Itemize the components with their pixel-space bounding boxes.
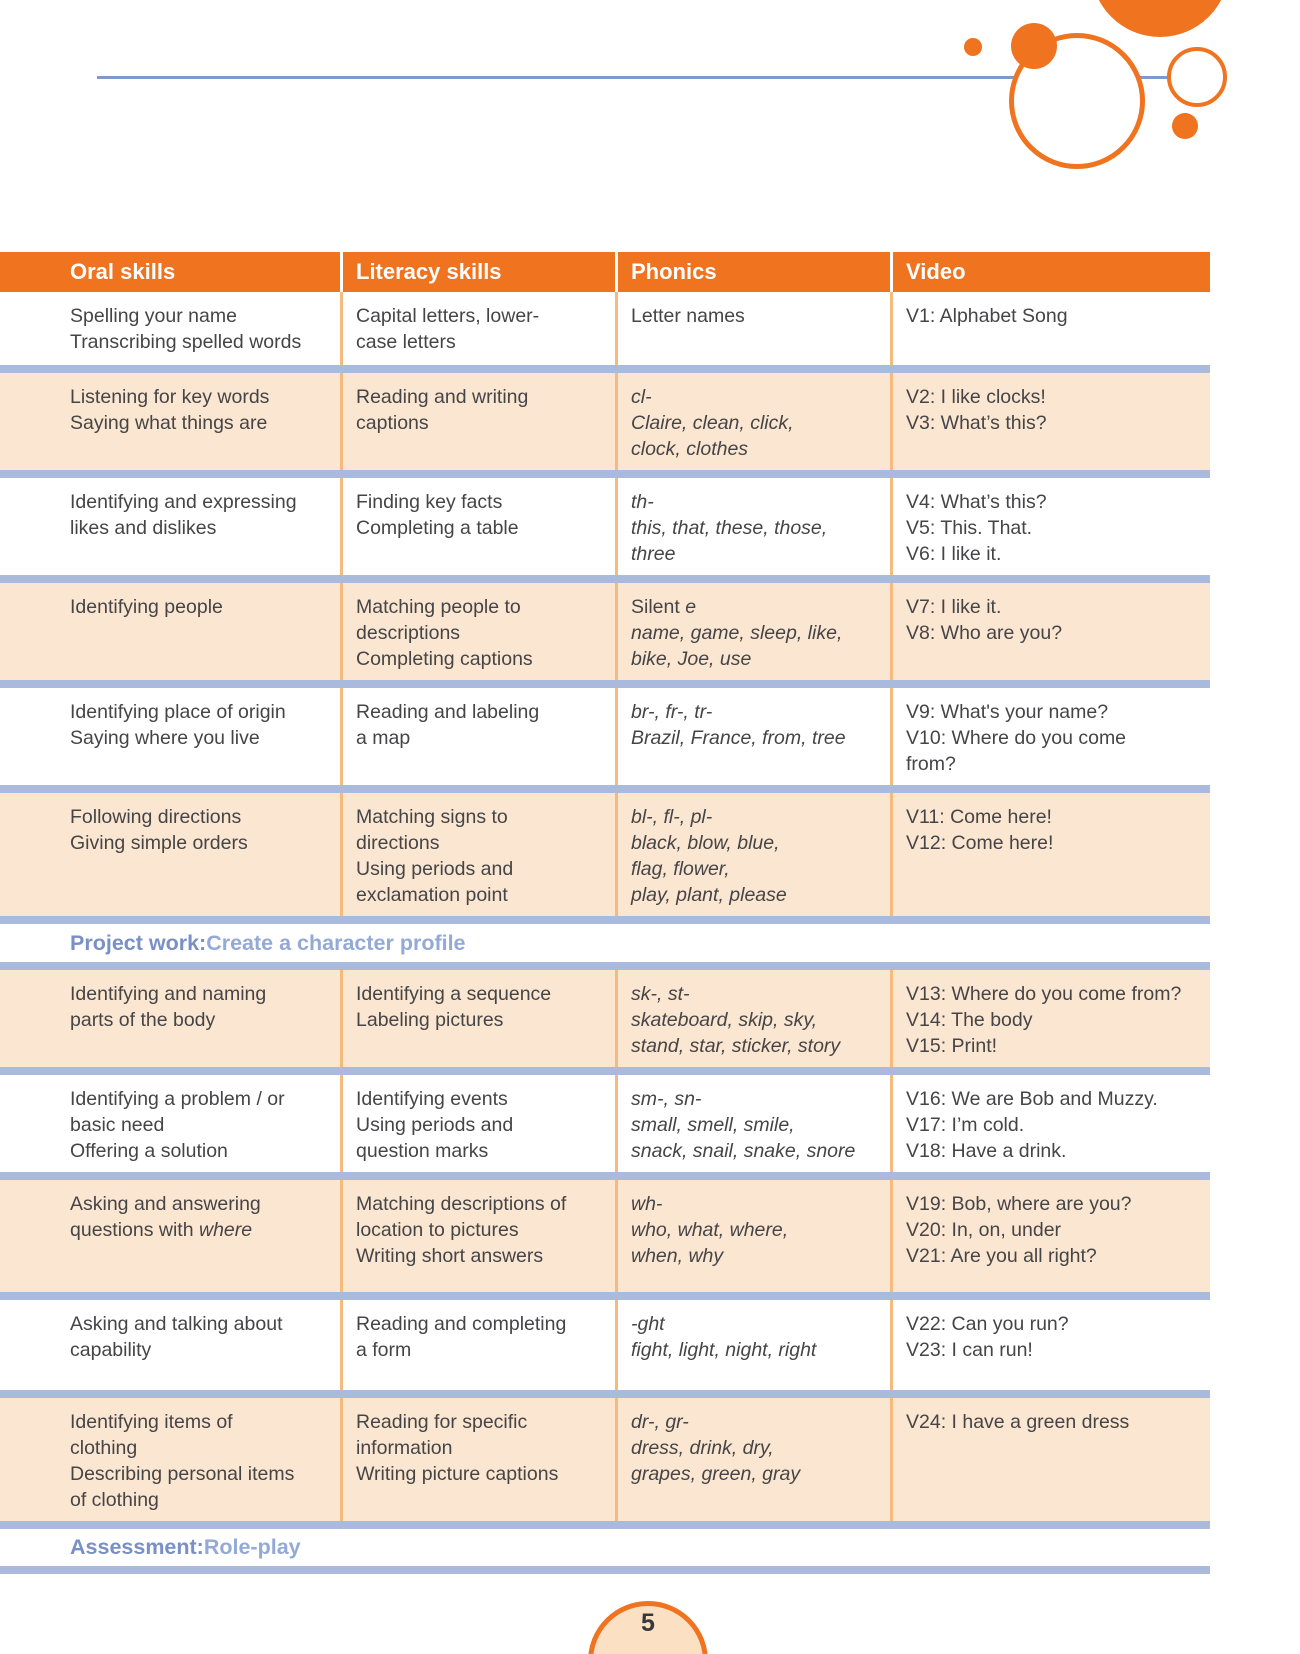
video-cell: V24: I have a green dress — [890, 1398, 1210, 1521]
assessment-band: Assessment: Role-play — [0, 1529, 1210, 1566]
oral-skills-cell: Asking and talking about capability — [70, 1313, 283, 1361]
literacy-skills-cell: Finding key facts Completing a table — [340, 478, 615, 575]
literacy-skills-cell: Reading and writing captions — [340, 373, 615, 470]
row-divider-bar — [0, 1566, 1210, 1574]
phonics-letter: e — [685, 596, 697, 618]
phonics-cell: dr-, gr- dress, drink, dry, grapes, gree… — [615, 1398, 890, 1521]
row-divider-bar — [0, 1521, 1210, 1529]
literacy-skills-cell: Reading and labeling a map — [340, 688, 615, 785]
project-work-band: Project work: Create a character profile — [0, 924, 1210, 962]
assessment-label: Assessment: — [70, 1535, 204, 1559]
literacy-skills-cell: Identifying a sequence Labeling pictures — [340, 970, 615, 1067]
table-row: Identifying people Matching people to de… — [0, 583, 1210, 680]
video-cell: V13: Where do you come from? V14: The bo… — [890, 970, 1210, 1067]
decorative-ring-small-icon — [1167, 47, 1227, 107]
oral-skills-cell: Identifying items of clothing Describing… — [70, 1411, 295, 1511]
literacy-skills-cell: Matching people to descriptions Completi… — [340, 583, 615, 680]
video-cell: V19: Bob, where are you? V20: In, on, un… — [890, 1180, 1210, 1292]
assessment-text: Role-play — [203, 1535, 301, 1559]
literacy-skills-cell: Identifying events Using periods and que… — [340, 1075, 615, 1172]
oral-skills-cell: Listening for key words Saying what thin… — [70, 386, 270, 434]
phonics-cell: cl- Claire, clean, click, clock, clothes — [615, 373, 890, 470]
oral-skills-cell: Asking and answering questions with wher… — [0, 1180, 340, 1292]
row-divider-bar — [0, 1292, 1210, 1300]
video-cell: V7: I like it. V8: Who are you? — [890, 583, 1210, 680]
table-row: Identifying and expressing likes and dis… — [0, 478, 1210, 575]
phonics-label: Silent — [631, 596, 686, 618]
phonics-cell: -ght fight, light, night, right — [615, 1300, 890, 1390]
header-literacy-skills: Literacy skills — [340, 252, 615, 292]
table-row: Spelling your name Transcribing spelled … — [0, 292, 1210, 365]
oral-skills-cell: Spelling your name Transcribing spelled … — [70, 305, 302, 353]
row-divider-bar — [0, 575, 1210, 583]
literacy-skills-cell: Reading for specific information Writing… — [340, 1398, 615, 1521]
video-cell: V4: What’s this? V5: This. That. V6: I l… — [890, 478, 1210, 575]
table-row: Identifying a problem / or basic need Of… — [0, 1075, 1210, 1172]
page-number-circle: 5 — [588, 1601, 708, 1654]
phonics-cell: Silent e name, game, sleep, like, bike, J… — [615, 583, 890, 680]
phonics-words: name, game, sleep, like, bike, Joe, use — [631, 622, 843, 670]
table-row: Identifying items of clothing Describing… — [0, 1398, 1210, 1521]
oral-italic-word: where — [199, 1219, 253, 1241]
table-row: Identifying place of origin Saying where… — [0, 688, 1210, 785]
row-divider-bar — [0, 1067, 1210, 1075]
table-row: Following directions Giving simple order… — [0, 793, 1210, 916]
row-divider-bar — [0, 470, 1210, 478]
decorative-dot-medium-icon — [1011, 23, 1057, 69]
row-divider-bar — [0, 680, 1210, 688]
row-divider-bar — [0, 785, 1210, 793]
top-rule-line — [97, 76, 1200, 79]
header-video: Video — [890, 252, 1210, 292]
row-divider-bar — [0, 1390, 1210, 1398]
decorative-dot-lower-icon — [1172, 113, 1198, 139]
video-cell: V1: Alphabet Song — [890, 292, 1210, 365]
phonics-cell: sm-, sn- small, smell, smile, snack, sna… — [615, 1075, 890, 1172]
video-cell: V11: Come here! V12: Come here! — [890, 793, 1210, 916]
phonics-cell: bl-, fl-, pl- black, blow, blue, flag, f… — [615, 793, 890, 916]
oral-skills-cell: Identifying a problem / or basic need Of… — [70, 1088, 285, 1162]
header-oral-skills: Oral skills — [0, 252, 340, 292]
page-number: 5 — [641, 1609, 655, 1637]
table-row: Listening for key words Saying what thin… — [0, 373, 1210, 470]
literacy-skills-cell: Matching descriptions of location to pic… — [340, 1180, 615, 1292]
table-row: Asking and answering questions with wher… — [0, 1180, 1210, 1292]
literacy-skills-cell: Matching signs to directions Using perio… — [340, 793, 615, 916]
row-divider-bar — [0, 962, 1210, 970]
syllabus-table: Oral skills Literacy skills Phonics Vide… — [0, 252, 1210, 1574]
phonics-cell: wh- who, what, where, when, why — [615, 1180, 890, 1292]
phonics-cell: Letter names — [615, 292, 890, 365]
decorative-circle-large-icon — [1091, 0, 1229, 37]
header-phonics: Phonics — [615, 252, 890, 292]
decorative-dot-small-icon — [964, 38, 982, 56]
oral-skills-cell: Identifying and expressing likes and dis… — [70, 491, 297, 539]
oral-skills-cell: Following directions Giving simple order… — [70, 806, 248, 854]
oral-skills-cell: Identifying place of origin Saying where… — [70, 701, 286, 749]
project-work-label: Project work: — [70, 930, 207, 955]
row-divider-bar — [0, 1172, 1210, 1180]
video-cell: V22: Can you run? V23: I can run! — [890, 1300, 1210, 1390]
phonics-cell: br-, fr-, tr- Brazil, France, from, tree — [615, 688, 890, 785]
row-divider-bar — [0, 916, 1210, 924]
video-cell: V9: What's your name? V10: Where do you … — [890, 688, 1210, 785]
literacy-skills-cell: Capital letters, lower- case letters — [340, 292, 615, 365]
oral-skills-cell: Identifying people — [70, 596, 223, 618]
table-header-row: Oral skills Literacy skills Phonics Vide… — [0, 252, 1210, 292]
video-cell: V16: We are Bob and Muzzy. V17: I’m cold… — [890, 1075, 1210, 1172]
literacy-skills-cell: Reading and completing a form — [340, 1300, 615, 1390]
phonics-cell: th- this, that, these, those, three — [615, 478, 890, 575]
project-work-text: Create a character profile — [206, 930, 466, 955]
phonics-cell: sk-, st- skateboard, skip, sky, stand, s… — [615, 970, 890, 1067]
row-divider-bar — [0, 365, 1210, 373]
table-row: Identifying and naming parts of the body… — [0, 970, 1210, 1067]
oral-skills-cell: Identifying and naming parts of the body — [70, 983, 267, 1031]
oral-text: Asking and answering questions with — [70, 1193, 261, 1241]
video-cell: V2: I like clocks! V3: What’s this? — [890, 373, 1210, 470]
table-row: Asking and talking about capability Read… — [0, 1300, 1210, 1390]
